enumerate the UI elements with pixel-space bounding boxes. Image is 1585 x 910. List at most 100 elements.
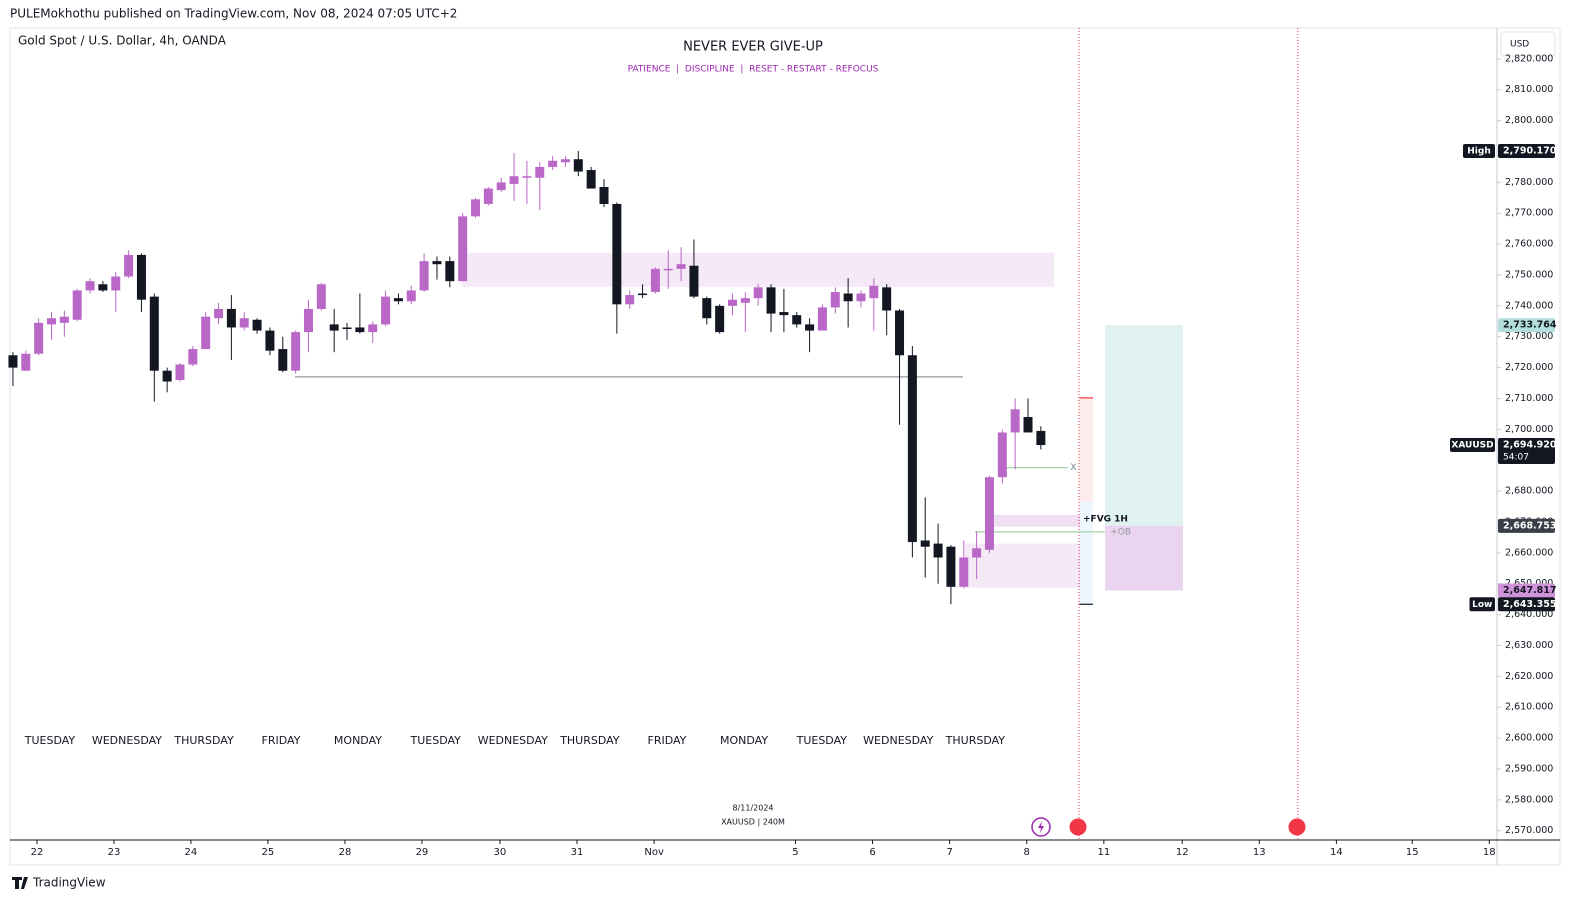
day-label: FRIDAY	[648, 734, 687, 747]
candle-body	[111, 276, 121, 291]
candle-body	[856, 293, 866, 302]
day-label: THURSDAY	[945, 734, 1006, 747]
event-icon-bolt	[1038, 821, 1044, 833]
y-tick-label: 2,780.000	[1505, 177, 1553, 188]
candle-body	[355, 327, 365, 333]
candle-body	[265, 330, 275, 351]
x-tick-label: 31	[571, 847, 584, 858]
annotation: X	[1070, 463, 1076, 473]
candle-body	[419, 261, 429, 291]
price-tag-box	[1469, 597, 1495, 612]
candle-body	[214, 308, 224, 319]
candle-body	[136, 254, 146, 300]
zone	[1079, 501, 1094, 605]
candle-body	[715, 305, 725, 333]
candle-body	[830, 291, 840, 308]
day-label: FRIDAY	[262, 734, 301, 747]
candle-body	[779, 312, 789, 316]
candle-body	[458, 216, 468, 282]
candle-body	[997, 432, 1007, 478]
price-tag-box	[1450, 438, 1495, 453]
price-label: 2,694.920	[1503, 440, 1557, 451]
price-label-box	[1498, 597, 1555, 612]
candle-body	[483, 188, 493, 204]
price-tag-box	[1463, 143, 1495, 158]
y-tick-label: 2,580.000	[1505, 794, 1553, 805]
candle-body	[805, 324, 815, 331]
price-label-box	[1498, 583, 1555, 598]
candle-body	[381, 296, 391, 325]
candle-body	[278, 349, 288, 371]
x-tick-label: 5	[792, 847, 798, 858]
candle-body	[740, 298, 750, 303]
candle-body	[907, 355, 917, 543]
y-tick-label: 2,740.000	[1505, 300, 1553, 311]
candle-body	[933, 543, 943, 558]
price-label: 2,668.753	[1503, 520, 1557, 531]
candle-body	[586, 170, 596, 189]
candle-body	[239, 318, 249, 328]
x-tick-label: 30	[494, 847, 507, 858]
event-icon[interactable]	[1287, 817, 1307, 837]
y-tick-label: 2,730.000	[1505, 331, 1553, 342]
y-tick-label: 2,660.000	[1505, 547, 1553, 558]
candle-body	[663, 268, 673, 271]
candle-body	[393, 298, 403, 302]
y-tick-label: 2,820.000	[1505, 53, 1553, 64]
price-label: 2,790.170	[1503, 145, 1557, 156]
candle-body	[689, 265, 699, 297]
x-tick-label: 18	[1483, 847, 1496, 858]
candle-body	[984, 477, 994, 550]
annotation: +OB	[1110, 527, 1131, 537]
candle-body	[188, 349, 198, 365]
candle-body	[599, 187, 609, 204]
y-tick-label: 2,680.000	[1505, 486, 1553, 497]
x-tick-label: 8	[1024, 847, 1030, 858]
day-label: THURSDAY	[173, 734, 234, 747]
candle-body	[1023, 417, 1033, 433]
price-label: 2,647.817	[1503, 585, 1557, 596]
price-label-box	[1498, 438, 1555, 465]
y-tick-label: 2,800.000	[1505, 115, 1553, 126]
event-icon[interactable]	[1068, 817, 1088, 837]
candle-body	[124, 254, 134, 277]
candle-body	[702, 298, 712, 319]
candle-body	[625, 295, 635, 305]
candle-body	[972, 548, 982, 558]
y-tick-label: 2,590.000	[1505, 763, 1553, 774]
candle-body	[573, 159, 583, 172]
candle-body	[98, 284, 108, 291]
candle-body	[509, 176, 519, 184]
y-tick-label: 2,720.000	[1505, 362, 1553, 373]
candle-body	[149, 296, 159, 371]
candle-body	[522, 176, 532, 178]
price-tag: Low	[1472, 600, 1492, 610]
footer: TradingView	[32, 876, 106, 890]
y-tick-label: 2,620.000	[1505, 671, 1553, 682]
day-label: TUESDAY	[409, 734, 461, 747]
price-tag: XAUUSD	[1451, 441, 1493, 451]
currency-box[interactable]	[1500, 31, 1556, 57]
x-tick-label: 15	[1406, 847, 1419, 858]
frame	[9, 27, 1561, 866]
candle-body	[920, 540, 930, 547]
day-label: WEDNESDAY	[478, 734, 548, 747]
candle-body	[946, 546, 956, 587]
price-label: 2,733.764	[1503, 320, 1557, 331]
candle-body	[471, 199, 481, 217]
x-tick-label: 29	[416, 847, 429, 858]
y-tick-label: 2,570.000	[1505, 825, 1553, 836]
symbol: Gold Spot / U.S. Dollar, 4h, OANDA	[18, 34, 227, 48]
price-label-box	[1498, 318, 1555, 333]
currency[interactable]: USD	[1510, 40, 1529, 50]
candle-body	[21, 353, 31, 371]
candle-body	[792, 315, 802, 325]
candle-body	[201, 316, 211, 350]
y-tick-label: 2,630.000	[1505, 640, 1553, 651]
price-label-box	[1498, 518, 1555, 533]
candle-body	[175, 364, 185, 380]
chart-title: NEVER EVER GIVE-UP	[683, 40, 823, 55]
y-tick-label: 2,770.000	[1505, 208, 1553, 219]
